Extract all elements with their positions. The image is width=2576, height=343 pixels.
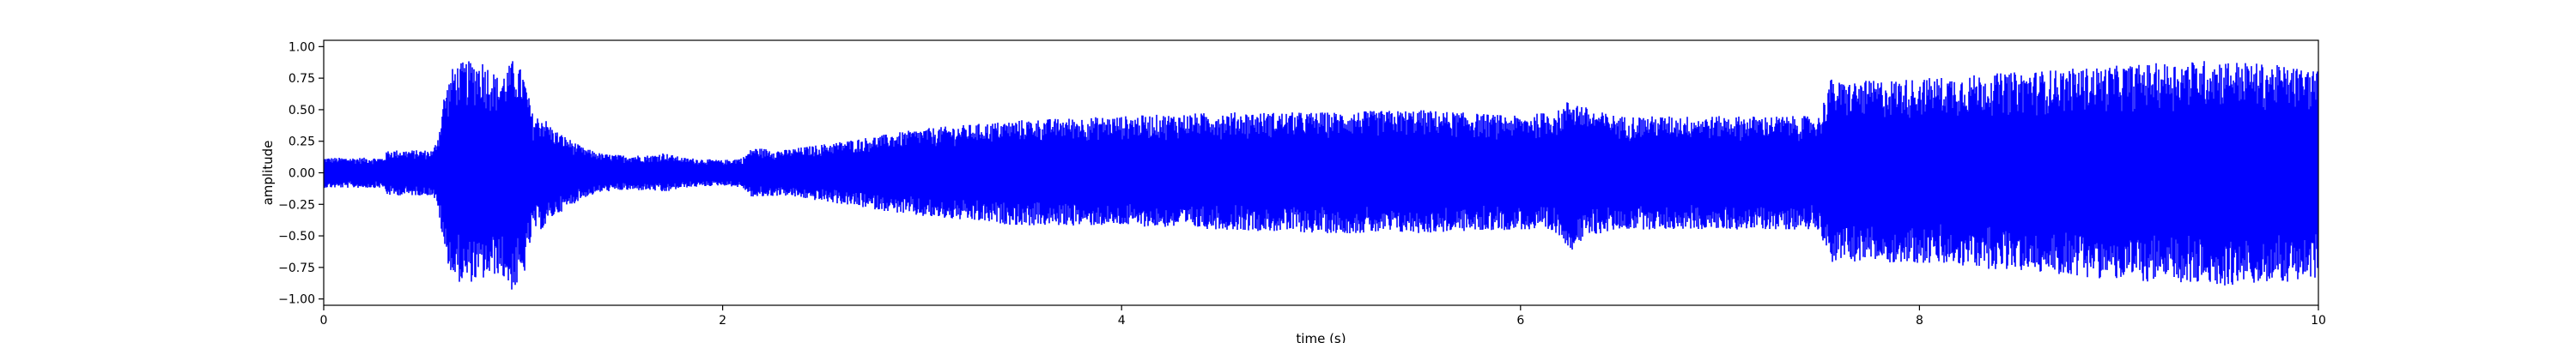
y-tick-label: 1.00 — [289, 40, 315, 54]
y-tick-label: 0.00 — [289, 167, 315, 181]
y-tick-label: −0.25 — [278, 198, 315, 212]
plot-area — [324, 61, 2318, 290]
y-tick-label: −0.50 — [278, 230, 315, 244]
x-tick-label: 2 — [719, 314, 726, 328]
y-tick-label: 0.25 — [289, 135, 315, 149]
y-tick-label: 0.75 — [289, 72, 315, 86]
waveform-series-line — [324, 61, 2318, 290]
y-axis-ticks: 1.00 0.75 0.50 0.25 0.00 −0.25 −0.50 −0.75 −1.00 — [278, 40, 324, 307]
x-tick-label: 6 — [1516, 314, 1524, 328]
y-tick-label: −0.75 — [278, 262, 315, 275]
y-tick-label: −1.00 — [278, 293, 315, 307]
x-tick-label: 4 — [1118, 314, 1126, 328]
x-tick-label: 0 — [320, 314, 328, 328]
x-tick-label: 10 — [2311, 314, 2326, 328]
y-tick-label: 0.50 — [289, 104, 315, 117]
waveform-layer — [324, 61, 2318, 290]
x-axis-label: time (s) — [1296, 331, 1346, 343]
y-axis-label: amplitude — [260, 141, 276, 206]
x-tick-label: 8 — [1916, 314, 1923, 328]
x-axis-ticks: 0 2 4 6 8 10 — [320, 305, 2326, 328]
